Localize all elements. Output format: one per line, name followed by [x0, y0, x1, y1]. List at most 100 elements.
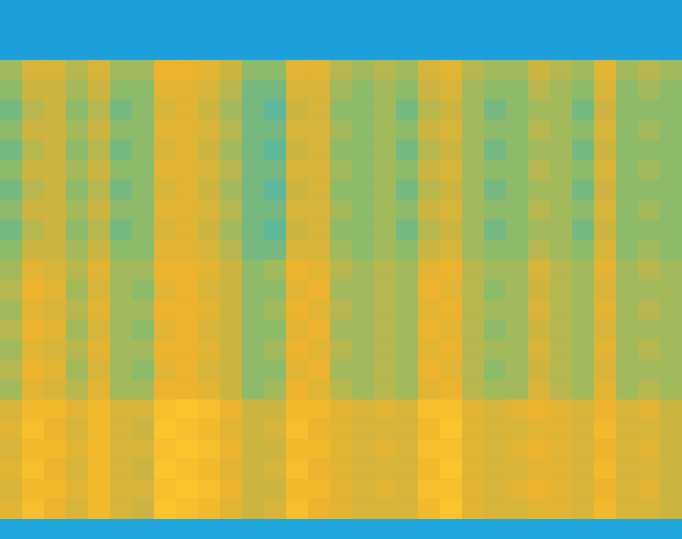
heatmap-cell [594, 200, 617, 221]
heatmap-cell [154, 479, 177, 500]
heatmap-cell [88, 339, 111, 360]
heatmap-cell [132, 0, 155, 21]
heatmap-cell [616, 220, 639, 241]
heatmap-cell [462, 519, 485, 539]
heatmap-cell [132, 40, 155, 61]
heatmap-cell [528, 419, 551, 440]
heatmap-cell [550, 260, 573, 281]
heatmap-cell [374, 260, 397, 281]
heatmap-cell [176, 200, 199, 221]
heatmap-cell [440, 519, 463, 539]
heatmap-cell [0, 519, 23, 539]
heatmap-cell [484, 339, 507, 360]
heatmap-cell [462, 60, 485, 81]
heatmap-cell [374, 60, 397, 81]
heatmap-cell [572, 419, 595, 440]
heatmap-cell [44, 140, 67, 161]
heatmap-cell [176, 359, 199, 380]
heatmap-cell [528, 439, 551, 460]
heatmap-cell [132, 479, 155, 500]
heatmap-cell [110, 40, 133, 61]
heatmap-cell [22, 319, 45, 340]
heatmap-cell [0, 339, 23, 360]
heatmap-cell [198, 299, 221, 320]
heatmap-cell [132, 60, 155, 81]
heatmap-cell [462, 499, 485, 520]
heatmap-cell [616, 0, 639, 21]
heatmap-cell [594, 240, 617, 261]
heatmap-cell [550, 499, 573, 520]
heatmap-cell [198, 160, 221, 181]
heatmap-cell [462, 260, 485, 281]
heatmap-cell [264, 379, 287, 400]
heatmap-cell [132, 200, 155, 221]
heatmap-cell [484, 499, 507, 520]
heatmap-cell [484, 399, 507, 420]
heatmap-cell [418, 359, 441, 380]
heatmap-cell [242, 359, 265, 380]
heatmap-cell [220, 80, 243, 101]
heatmap-cell [154, 140, 177, 161]
heatmap-cell [528, 180, 551, 201]
heatmap-cell [220, 499, 243, 520]
heatmap-cell [308, 80, 331, 101]
heatmap-cell [198, 220, 221, 241]
heatmap-cell [286, 279, 309, 300]
heatmap-cell [638, 499, 661, 520]
heatmap-cell [396, 419, 419, 440]
heatmap-cell [176, 140, 199, 161]
heatmap-cell [22, 459, 45, 480]
heatmap-cell [484, 200, 507, 221]
heatmap-cell [462, 40, 485, 61]
heatmap-cell [220, 60, 243, 81]
heatmap-cell [462, 220, 485, 241]
heatmap-cell [638, 319, 661, 340]
heatmap-cell [110, 519, 133, 539]
heatmap-cell [308, 60, 331, 81]
heatmap-cell [484, 160, 507, 181]
heatmap-cell [22, 439, 45, 460]
heatmap-cell [660, 180, 682, 201]
heatmap-cell [44, 180, 67, 201]
heatmap-cell [220, 519, 243, 539]
heatmap-cell [110, 240, 133, 261]
heatmap-cell [286, 379, 309, 400]
heatmap-cell [0, 359, 23, 380]
heatmap-cell [528, 200, 551, 221]
heatmap-cell [594, 519, 617, 539]
heatmap-cell [242, 439, 265, 460]
heatmap-cell [418, 439, 441, 460]
heatmap-cell [462, 439, 485, 460]
heatmap-cell [462, 100, 485, 121]
heatmap-cell [660, 140, 682, 161]
heatmap-cell [0, 260, 23, 281]
heatmap-cell [528, 120, 551, 141]
heatmap-cell [110, 339, 133, 360]
heatmap-cell [264, 419, 287, 440]
heatmap-cell [396, 160, 419, 181]
heatmap-cell [594, 80, 617, 101]
heatmap-cell [330, 359, 353, 380]
heatmap-cell [616, 240, 639, 261]
heatmap-cell [242, 100, 265, 121]
heatmap-cell [198, 519, 221, 539]
heatmap-cell [44, 260, 67, 281]
heatmap-cell [352, 60, 375, 81]
heatmap-cell [154, 359, 177, 380]
heatmap-cell [66, 439, 89, 460]
heatmap-cell [374, 299, 397, 320]
heatmap-cell [638, 260, 661, 281]
heatmap-cell [330, 160, 353, 181]
heatmap-cell [418, 180, 441, 201]
heatmap-cell [396, 120, 419, 141]
heatmap-cell [198, 379, 221, 400]
heatmap-cell [88, 519, 111, 539]
heatmap-cell [528, 299, 551, 320]
heatmap-cell [550, 40, 573, 61]
heatmap-cell [154, 260, 177, 281]
heatmap-cell [220, 319, 243, 340]
heatmap-cell [176, 0, 199, 21]
heatmap-cell [616, 399, 639, 420]
heatmap-cell [242, 120, 265, 141]
heatmap-cell [88, 399, 111, 420]
